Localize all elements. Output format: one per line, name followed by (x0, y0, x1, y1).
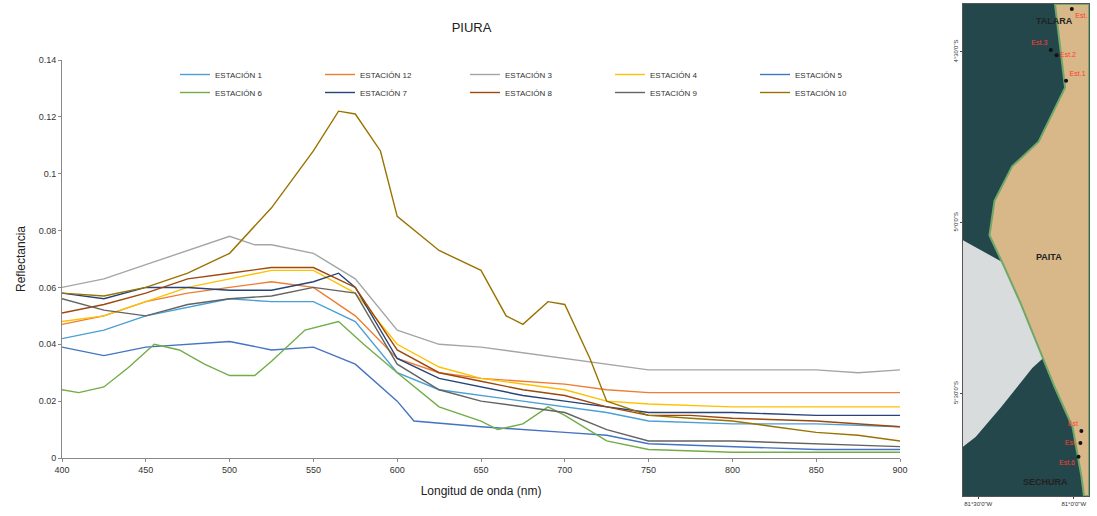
svg-text:Est.: Est. (1065, 439, 1077, 446)
svg-text:700: 700 (557, 465, 572, 475)
svg-text:ESTACIÓN 3: ESTACIÓN 3 (505, 71, 553, 80)
svg-text:800: 800 (725, 465, 740, 475)
svg-text:ESTACIÓN 9: ESTACIÓN 9 (650, 89, 698, 98)
svg-text:81°30'0"W: 81°30'0"W (964, 501, 992, 507)
svg-text:600: 600 (390, 465, 405, 475)
svg-text:900: 900 (892, 465, 907, 475)
svg-text:ESTACIÓN 6: ESTACIÓN 6 (215, 89, 263, 98)
svg-text:ESTACIÓN 10: ESTACIÓN 10 (795, 89, 847, 98)
svg-text:4°30'0"S: 4°30'0"S (953, 39, 959, 62)
svg-text:Est.1: Est.1 (1070, 70, 1086, 77)
svg-text:0.08: 0.08 (39, 226, 57, 236)
svg-text:650: 650 (473, 465, 488, 475)
svg-text:81°0'0"W: 81°0'0"W (1061, 501, 1086, 507)
svg-text:0.1: 0.1 (44, 169, 57, 179)
svg-text:ESTACIÓN 8: ESTACIÓN 8 (505, 89, 553, 98)
svg-text:ESTACIÓN 12: ESTACIÓN 12 (360, 71, 412, 80)
svg-text:Est.6: Est.6 (1059, 459, 1075, 466)
svg-text:5°0'0"S: 5°0'0"S (953, 212, 959, 232)
svg-text:0.02: 0.02 (39, 396, 57, 406)
svg-text:450: 450 (138, 465, 153, 475)
svg-text:750: 750 (641, 465, 656, 475)
svg-text:ESTACIÓN 5: ESTACIÓN 5 (795, 71, 843, 80)
svg-text:400: 400 (54, 465, 69, 475)
svg-text:ESTACIÓN 1: ESTACIÓN 1 (215, 71, 263, 80)
svg-text:TALARA: TALARA (1036, 16, 1073, 26)
svg-text:ESTACIÓN 4: ESTACIÓN 4 (650, 71, 698, 80)
svg-text:PAITA: PAITA (1036, 252, 1062, 262)
svg-text:ESTACIÓN 7: ESTACIÓN 7 (360, 89, 408, 98)
svg-text:Est: Est (1068, 420, 1078, 427)
svg-text:0.06: 0.06 (39, 283, 57, 293)
svg-text:Reflectancia: Reflectancia (14, 226, 28, 292)
svg-text:500: 500 (222, 465, 237, 475)
svg-text:5°30'0"S: 5°30'0"S (953, 381, 959, 404)
svg-text:Est.2: Est.2 (1060, 51, 1076, 58)
svg-text:0.12: 0.12 (39, 112, 57, 122)
svg-text:0: 0 (51, 453, 56, 463)
svg-text:Longitud de onda (nm): Longitud de onda (nm) (421, 484, 542, 498)
svg-text:Est.: Est. (1075, 12, 1087, 19)
svg-text:Est.3: Est.3 (1031, 39, 1047, 46)
svg-text:550: 550 (306, 465, 321, 475)
svg-text:0.04: 0.04 (39, 339, 57, 349)
svg-text:PIURA: PIURA (452, 20, 492, 35)
svg-text:SECHURA: SECHURA (1023, 477, 1068, 487)
svg-text:0.14: 0.14 (39, 55, 57, 65)
svg-text:850: 850 (809, 465, 824, 475)
